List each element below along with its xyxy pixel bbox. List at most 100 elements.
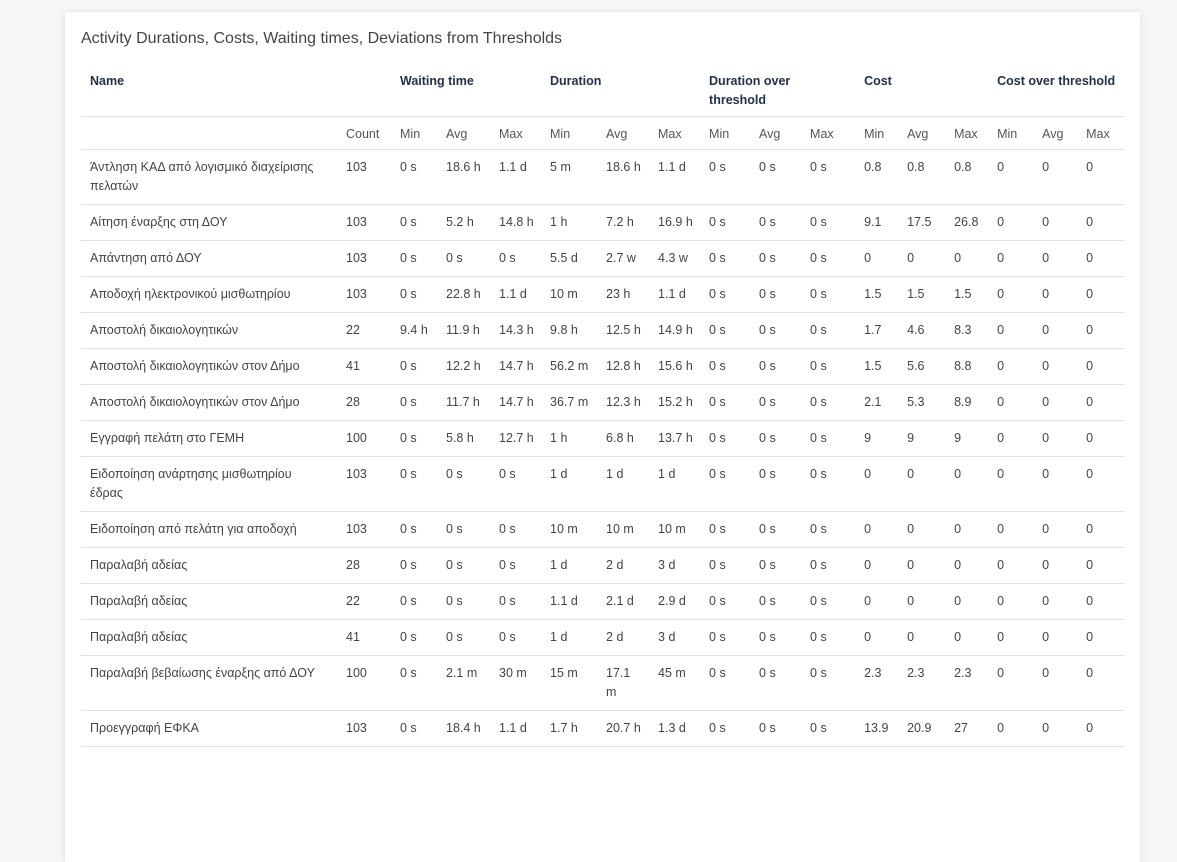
stat-cell: 12.7 h xyxy=(490,420,542,457)
stat-cell: 2.3 xyxy=(945,655,989,711)
stat-cell: 15 m xyxy=(541,655,598,711)
stat-cell: 0 s xyxy=(750,384,802,421)
stat-cell: 0 s xyxy=(801,240,856,277)
stat-cell: 1 d xyxy=(541,619,598,656)
stat-cell: 9.4 h xyxy=(391,312,437,349)
stat-cell: 103 xyxy=(337,456,391,512)
subheader-min[interactable]: Min xyxy=(855,116,899,150)
stat-cell: 103 xyxy=(337,276,391,313)
stat-cell: 14.8 h xyxy=(490,204,542,241)
stat-cell: 17.1 m xyxy=(597,655,650,711)
stat-cell: 0 xyxy=(1033,655,1078,711)
stat-cell: 0 s xyxy=(700,312,751,349)
stat-cell: 0 xyxy=(988,240,1034,277)
stat-cell: 0 s xyxy=(700,619,751,656)
subheader-min[interactable]: Min xyxy=(541,116,598,150)
stat-cell: 0 s xyxy=(801,420,856,457)
stat-cell: 0 s xyxy=(490,240,542,277)
header-duration[interactable]: Duration xyxy=(550,74,602,88)
subheader-avg[interactable]: Avg xyxy=(750,116,802,150)
stat-cell: 3 d xyxy=(649,619,701,656)
stat-cell: 103 xyxy=(337,204,391,241)
stat-cell: 2.9 d xyxy=(649,583,701,620)
stat-cell: 0 s xyxy=(801,655,856,711)
subheader-avg[interactable]: Avg xyxy=(898,116,946,150)
stat-cell: 0 s xyxy=(437,547,490,584)
activity-name-cell: Αποστολή δικαιολογητικών στον Δήμο xyxy=(81,348,337,385)
subheader-max[interactable]: Max xyxy=(649,116,701,150)
stat-cell: 0 xyxy=(988,420,1034,457)
stat-cell: 0 s xyxy=(437,456,490,512)
stat-cell: 0 xyxy=(855,511,899,548)
stat-cell: 1.1 d xyxy=(649,276,701,313)
stat-cell: 11.7 h xyxy=(437,384,490,421)
stat-cell: 1 d xyxy=(597,456,650,512)
stat-cell: 0 s xyxy=(391,655,437,711)
header-name[interactable]: Name xyxy=(90,74,125,88)
header-duration-over-threshold[interactable]: Duration over threshold xyxy=(709,74,791,107)
stat-cell: 1.1 d xyxy=(490,710,542,747)
stat-cell: 20.7 h xyxy=(597,710,650,747)
stat-cell: 0 s xyxy=(700,149,751,205)
stat-cell: 0 xyxy=(898,547,946,584)
header-waiting-time[interactable]: Waiting time xyxy=(400,74,474,88)
stat-cell: 2.3 xyxy=(898,655,946,711)
stat-cell: 0 s xyxy=(750,710,802,747)
subheader-count[interactable]: Count xyxy=(337,116,391,150)
stat-cell: 0 xyxy=(945,511,989,548)
activity-name-cell: Άντληση ΚΑΔ από λογισμικό διαχείρισης πε… xyxy=(81,149,337,205)
stat-cell: 22.8 h xyxy=(437,276,490,313)
stat-cell: 0 xyxy=(988,547,1034,584)
stat-cell: 0 s xyxy=(750,204,802,241)
header-cost[interactable]: Cost xyxy=(864,74,892,88)
stat-cell: 0 s xyxy=(391,583,437,620)
stat-cell: 0 s xyxy=(391,420,437,457)
stat-cell: 15.6 h xyxy=(649,348,701,385)
subheader-max[interactable]: Max xyxy=(801,116,856,150)
stat-cell: 22 xyxy=(337,583,391,620)
stat-cell: 0 xyxy=(855,240,899,277)
subheader-avg[interactable]: Avg xyxy=(597,116,650,150)
stat-cell: 0 s xyxy=(700,456,751,512)
stat-cell: 0 s xyxy=(490,456,542,512)
subheader-max[interactable]: Max xyxy=(1077,116,1125,150)
stat-cell: 0 s xyxy=(750,276,802,313)
subheader-min[interactable]: Min xyxy=(988,116,1034,150)
stat-cell: 10 m xyxy=(597,511,650,548)
stat-cell: 0 xyxy=(1033,204,1078,241)
stat-cell: 0 xyxy=(1033,511,1078,548)
header-cost-over-threshold[interactable]: Cost over threshold xyxy=(997,74,1116,88)
stat-cell: 0 xyxy=(855,619,899,656)
stat-cell: 0 s xyxy=(801,710,856,747)
stat-cell: 0 xyxy=(855,547,899,584)
subheader-max[interactable]: Max xyxy=(490,116,542,150)
stat-cell: 5.6 xyxy=(898,348,946,385)
stat-cell: 12.2 h xyxy=(437,348,490,385)
stat-cell: 0 s xyxy=(437,619,490,656)
subheader-avg[interactable]: Avg xyxy=(1033,116,1078,150)
stat-cell: 14.3 h xyxy=(490,312,542,349)
stat-cell: 18.4 h xyxy=(437,710,490,747)
stat-cell: 0 xyxy=(1077,420,1125,457)
subheader-empty xyxy=(81,116,337,150)
stat-cell: 0 xyxy=(988,204,1034,241)
subheader-min[interactable]: Min xyxy=(700,116,751,150)
stat-cell: 9 xyxy=(898,420,946,457)
stat-cell: 0 xyxy=(1033,456,1078,512)
subheader-max[interactable]: Max xyxy=(945,116,989,150)
stat-cell: 5.5 d xyxy=(541,240,598,277)
activity-name-cell: Αποστολή δικαιολογητικών xyxy=(81,312,337,349)
stat-cell: 36.7 m xyxy=(541,384,598,421)
stat-cell: 1.1 d xyxy=(649,149,701,205)
subheader-avg[interactable]: Avg xyxy=(437,116,490,150)
stat-cell: 0 s xyxy=(391,348,437,385)
stat-cell: 1 h xyxy=(541,420,598,457)
subheader-min[interactable]: Min xyxy=(391,116,437,150)
stat-cell: 0 xyxy=(1033,384,1078,421)
stat-cell: 0 s xyxy=(490,511,542,548)
